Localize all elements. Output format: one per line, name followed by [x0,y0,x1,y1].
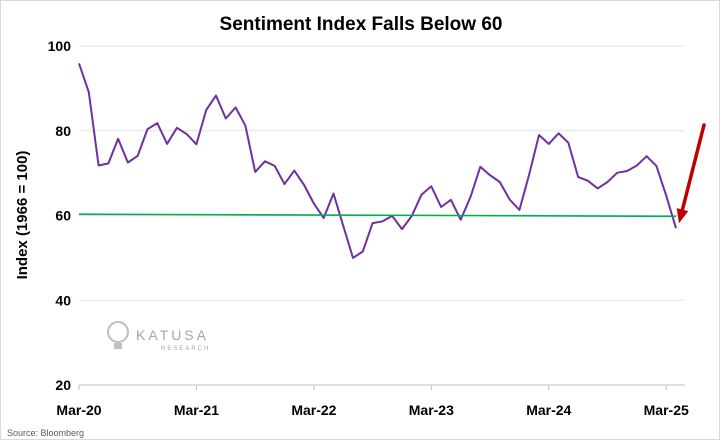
logo-subtext: RESEARCH [161,346,210,352]
katusa-logo: KATUSA RESEARCH [107,321,210,352]
sentiment-index-line [78,63,677,259]
lightbulb-icon [107,321,129,343]
y-tick-label: 40 [55,292,71,308]
y-axis-label: Index (1966 = 100) [14,151,31,280]
x-ticks: Mar-20 Mar-21 Mar-22 Mar-23 Mar-24 Mar-25 [56,385,689,418]
lightbulb-base [114,343,122,349]
source-note: Source: Bloomberg [7,428,84,438]
x-tick-label: Mar-20 [56,402,101,418]
x-tick-label: Mar-23 [409,402,454,418]
x-tick-label: Mar-22 [291,402,336,418]
x-tick-label: Mar-21 [174,402,219,418]
y-tick-label: 100 [48,38,72,54]
y-tick-label: 80 [55,123,71,139]
x-tick-label: Mar-24 [526,402,571,418]
x-tick-label: Mar-25 [644,402,689,418]
chart-title: Sentiment Index Falls Below 60 [220,14,503,35]
threshold-line [78,213,677,218]
logo-text: KATUSA [136,327,209,343]
series-group [78,63,677,259]
arrow-shaft [680,123,706,212]
arrow-head-icon [676,208,689,224]
y-tick-label: 60 [55,208,71,224]
y-ticks: 20 40 60 80 100 [48,38,72,393]
y-tick-label: 20 [55,377,71,393]
annotations [676,123,706,224]
